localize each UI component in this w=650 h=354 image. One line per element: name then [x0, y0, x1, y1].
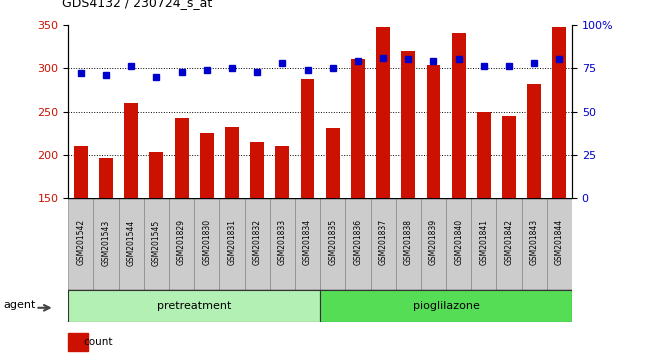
Bar: [94, 198, 118, 290]
Text: GSM201834: GSM201834: [303, 219, 312, 266]
Bar: [244, 198, 270, 290]
Text: GSM201837: GSM201837: [378, 219, 387, 266]
Bar: [521, 198, 547, 290]
Text: pioglilazone: pioglilazone: [413, 301, 480, 311]
Bar: [225, 127, 239, 198]
Bar: [527, 84, 541, 198]
Text: GSM201542: GSM201542: [76, 219, 85, 266]
Text: GSM201835: GSM201835: [328, 219, 337, 266]
Text: GSM201843: GSM201843: [530, 219, 539, 266]
Text: GSM201830: GSM201830: [202, 219, 211, 266]
Text: GSM201840: GSM201840: [454, 219, 463, 266]
Text: GSM201841: GSM201841: [479, 219, 488, 266]
Bar: [68, 198, 94, 290]
Bar: [376, 27, 390, 198]
Bar: [452, 33, 465, 198]
Bar: [250, 142, 264, 198]
Bar: [68, 333, 88, 351]
Bar: [144, 198, 169, 290]
Bar: [345, 198, 370, 290]
Bar: [300, 79, 315, 198]
Text: GSM201545: GSM201545: [152, 219, 161, 266]
Text: GSM201831: GSM201831: [227, 219, 237, 266]
Bar: [497, 198, 521, 290]
Text: GSM201832: GSM201832: [253, 219, 262, 266]
Bar: [477, 112, 491, 198]
Bar: [194, 198, 220, 290]
Text: GSM201844: GSM201844: [555, 219, 564, 266]
Text: GSM201544: GSM201544: [127, 219, 136, 266]
Bar: [320, 290, 572, 322]
Bar: [295, 198, 320, 290]
Bar: [326, 128, 340, 198]
Text: GSM201842: GSM201842: [504, 219, 514, 266]
Bar: [118, 198, 144, 290]
Bar: [175, 118, 188, 198]
Bar: [547, 198, 572, 290]
Bar: [276, 146, 289, 198]
Bar: [68, 290, 320, 322]
Bar: [502, 116, 516, 198]
Text: GSM201839: GSM201839: [429, 219, 438, 266]
Text: GSM201838: GSM201838: [404, 219, 413, 266]
Text: pretreatment: pretreatment: [157, 301, 231, 311]
Bar: [74, 146, 88, 198]
Bar: [200, 133, 214, 198]
Bar: [150, 152, 163, 198]
Bar: [320, 198, 345, 290]
Bar: [446, 198, 471, 290]
Bar: [270, 198, 295, 290]
Bar: [426, 65, 441, 198]
Text: GSM201543: GSM201543: [101, 219, 111, 266]
Text: GSM201829: GSM201829: [177, 219, 186, 266]
Bar: [552, 27, 566, 198]
Bar: [99, 158, 113, 198]
Bar: [124, 103, 138, 198]
Bar: [220, 198, 244, 290]
Text: agent: agent: [3, 299, 36, 310]
Bar: [471, 198, 497, 290]
Bar: [401, 51, 415, 198]
Text: GSM201833: GSM201833: [278, 219, 287, 266]
Text: GSM201836: GSM201836: [354, 219, 363, 266]
Text: count: count: [83, 337, 113, 347]
Bar: [421, 198, 446, 290]
Text: GDS4132 / 230724_s_at: GDS4132 / 230724_s_at: [62, 0, 212, 9]
Bar: [370, 198, 396, 290]
Bar: [351, 59, 365, 198]
Bar: [169, 198, 194, 290]
Bar: [396, 198, 421, 290]
